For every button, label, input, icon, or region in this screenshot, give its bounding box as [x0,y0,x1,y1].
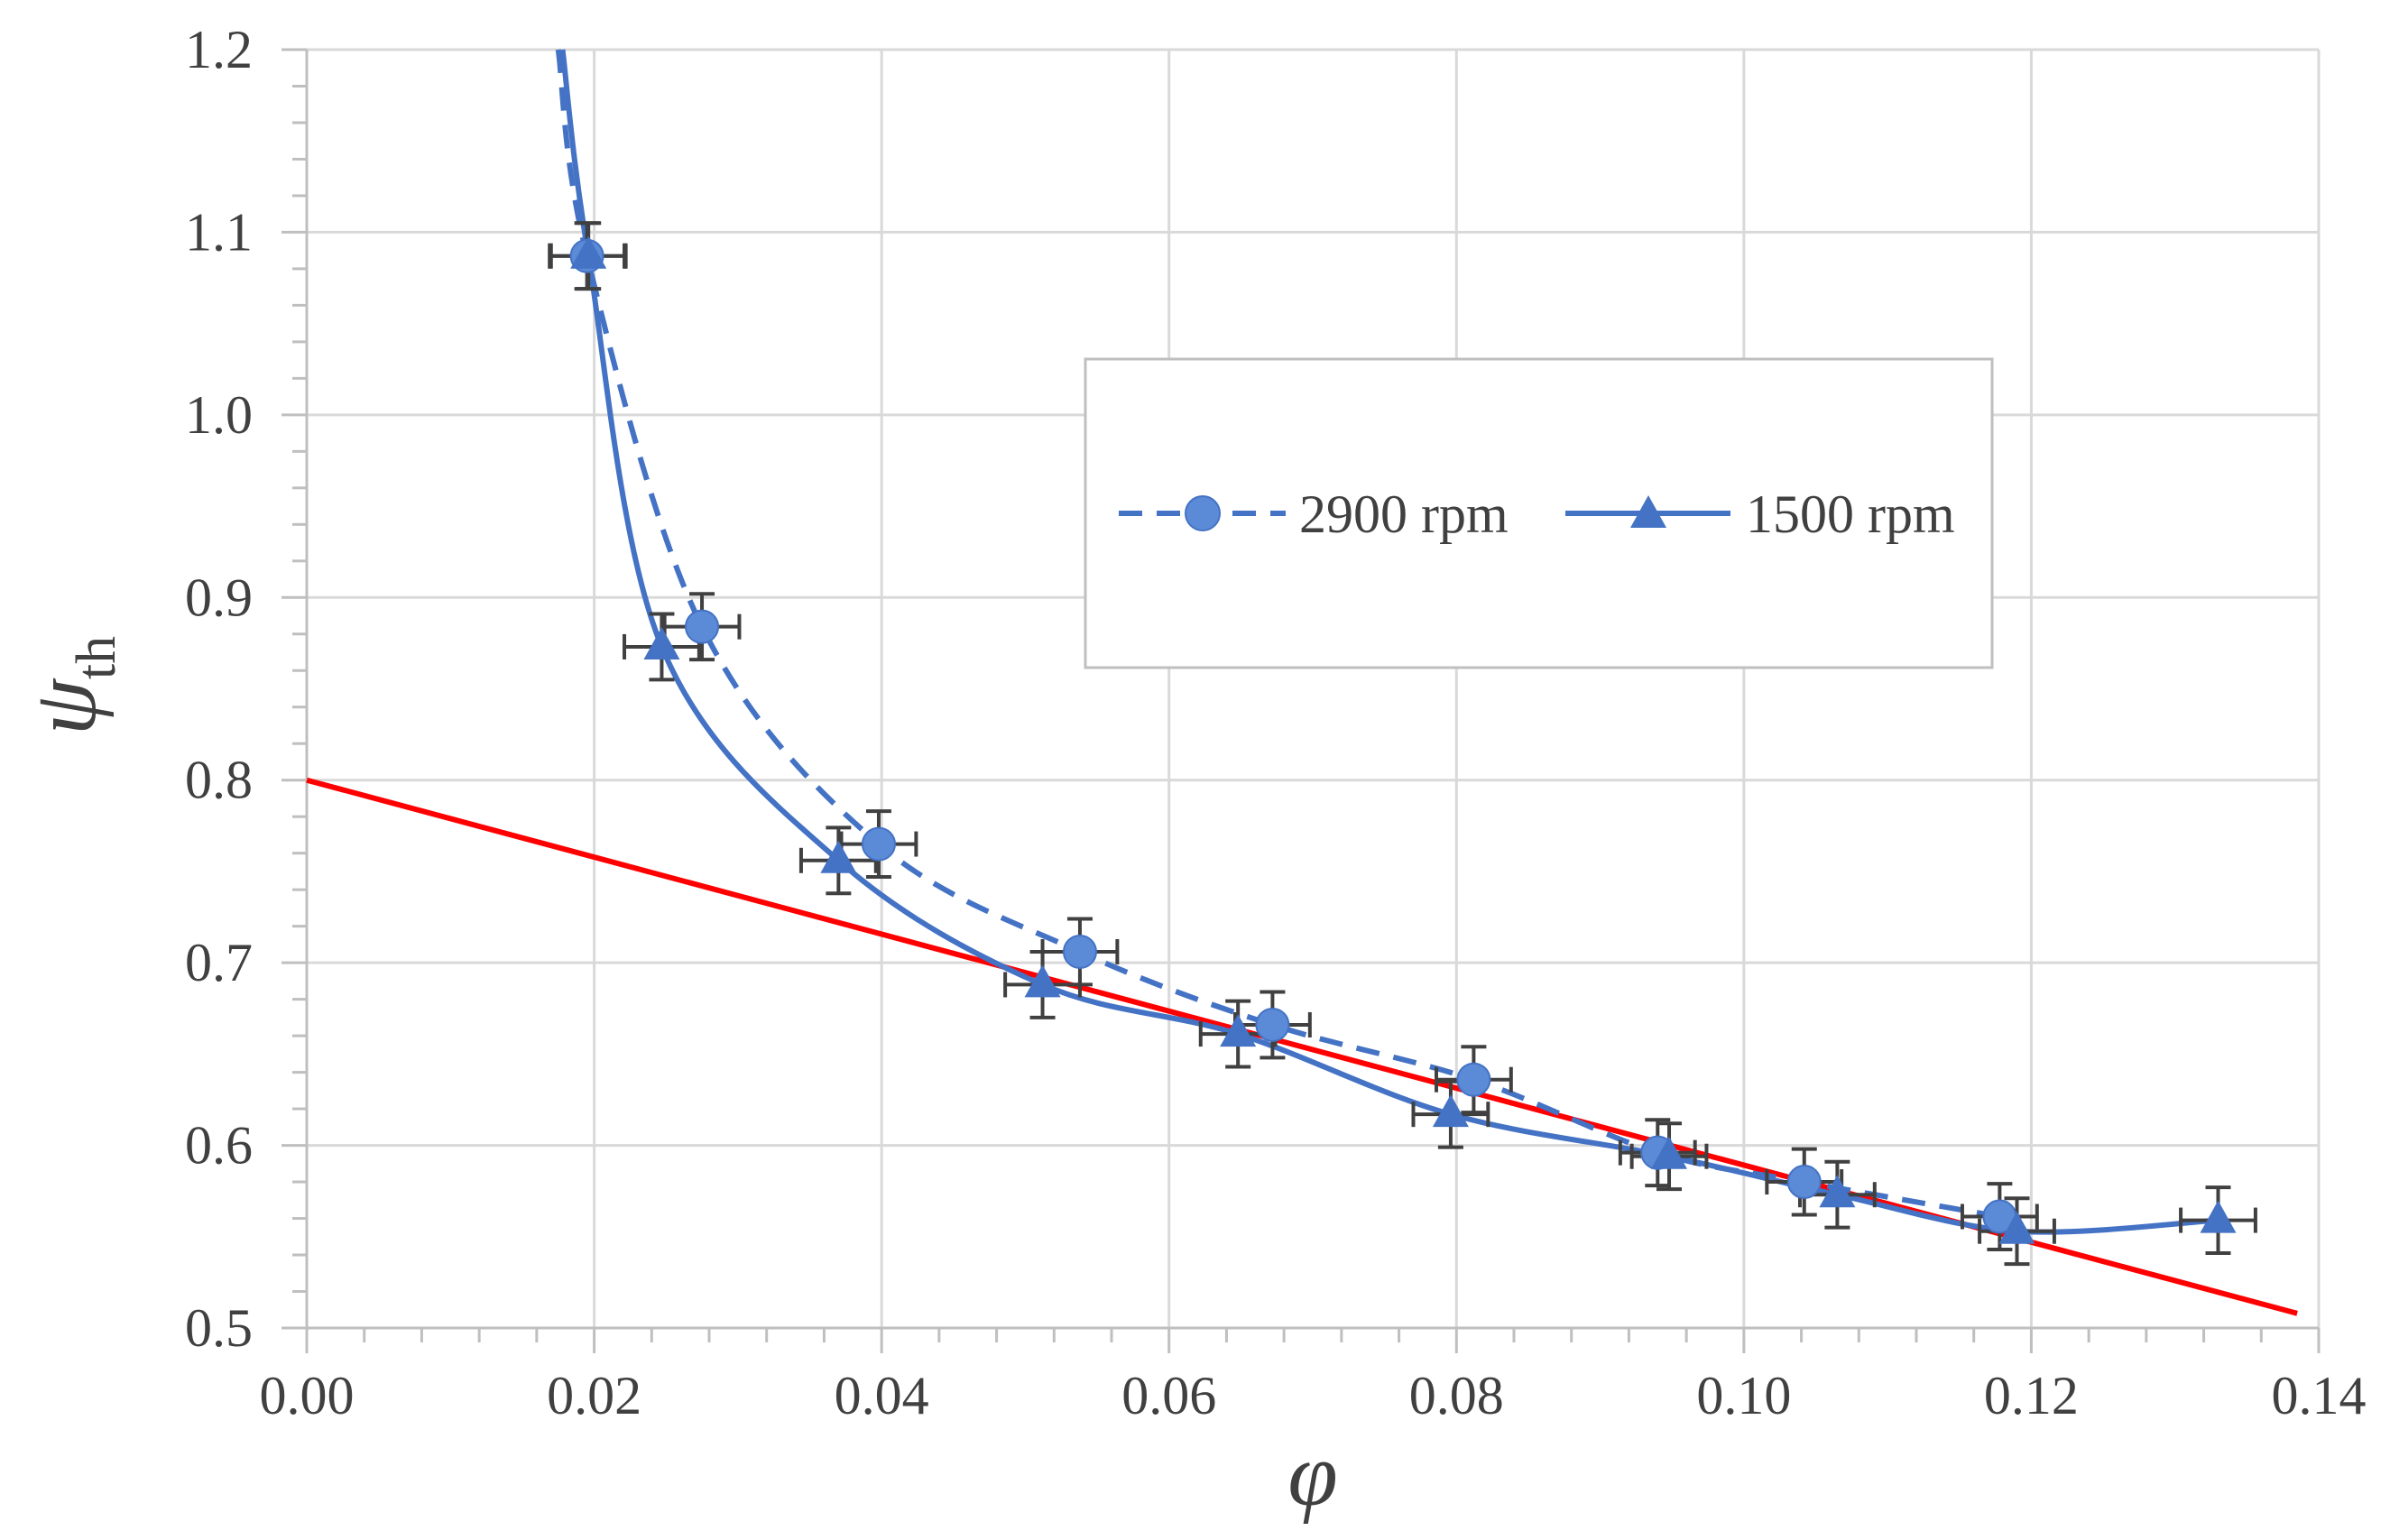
axes [281,48,2321,1353]
legend: 2900 rpm 1500 rpm [1084,357,1994,669]
data-point-2900 [1255,1007,1290,1042]
x-tick-label: 0.12 [1984,1366,2079,1425]
x-tick-label: 0.10 [1696,1366,1791,1425]
series-line-1500-rpm [559,49,2219,1235]
gridlines [307,48,2321,1328]
legend-label-1500: 1500 rpm [1746,484,1955,544]
legend-swatch-1500-marker [1630,495,1666,528]
x-tick-label: 0.14 [2272,1366,2367,1425]
data-point-1500 [820,840,857,873]
data-markers [569,235,2237,1244]
data-point-2900 [1062,934,1097,969]
y-axis-title-subscript: th [66,636,127,679]
legend-swatch-2900-marker [1185,495,1221,531]
x-tick-label: 0.06 [1121,1366,1216,1425]
y-axis-title: ψth [14,636,127,735]
data-point-1500 [1819,1175,1856,1208]
y-tick-label: 0.8 [185,751,253,810]
y-tick-label: 0.7 [185,933,253,992]
data-point-1500 [2200,1200,2237,1233]
data-point-2900 [1456,1062,1491,1097]
x-axis-title: φ [1287,1425,1337,1525]
y-tick-label: 1.0 [185,385,253,445]
x-tick-label: 0.04 [835,1366,929,1425]
data-point-1500 [570,235,607,269]
data-point-1500 [1998,1211,2035,1244]
y-tick-label: 0.9 [185,567,253,627]
data-point-1500 [643,626,680,659]
y-tick-label: 1.1 [185,202,253,262]
series-lines [555,49,2219,1235]
x-tick-label: 0.08 [1409,1366,1504,1425]
y-tick-label: 0.5 [185,1298,253,1358]
data-point-1500 [1024,964,1061,998]
data-point-2900 [685,609,720,644]
x-tick-label: 0.00 [260,1366,355,1425]
data-point-2900 [861,826,896,862]
y-tick-label: 0.6 [185,1116,253,1176]
data-point-1500 [1432,1094,1469,1128]
data-point-1500 [1220,1014,1257,1047]
y-tick-label: 1.2 [185,20,253,79]
data-point-2900 [1786,1165,1822,1200]
data-point-1500 [1651,1136,1688,1169]
legend-label-2900: 2900 rpm [1299,484,1509,544]
tick-labels: 0.00 0.02 0.04 0.06 0.08 0.10 0.12 0.14 0.5 0.6 0.… [185,20,2367,1425]
y-axis-title-symbol: ψ [14,678,115,735]
x-tick-label: 0.02 [547,1366,641,1425]
